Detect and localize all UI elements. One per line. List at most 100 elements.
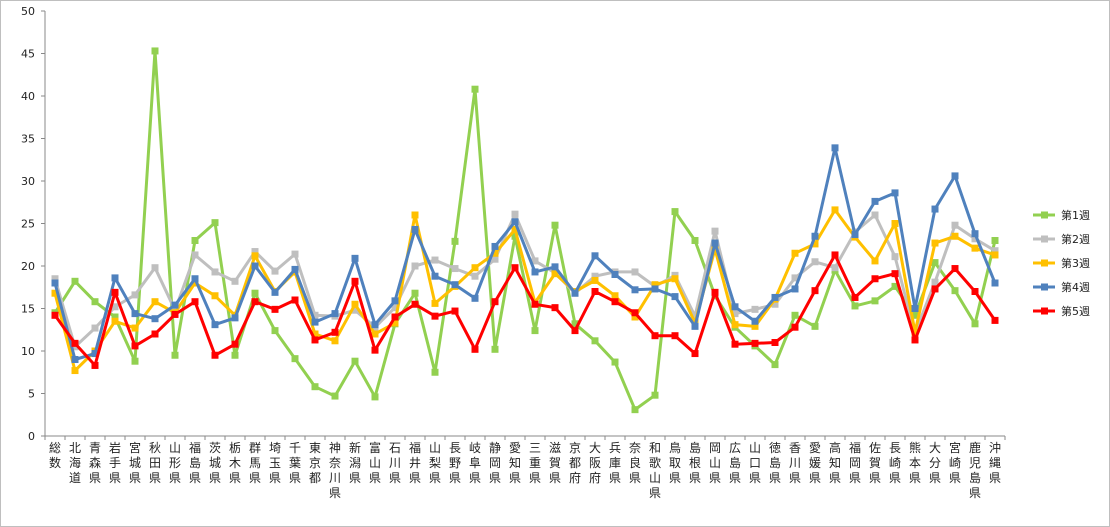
x-tick-label: 岩手県	[109, 440, 121, 485]
x-tick-label: 富山県	[369, 440, 381, 485]
data-point	[471, 264, 479, 272]
data-point	[891, 270, 899, 278]
data-point	[931, 259, 939, 267]
data-point	[911, 336, 919, 344]
data-point	[831, 206, 839, 214]
data-point	[931, 239, 939, 247]
data-point	[511, 225, 519, 233]
data-point	[871, 257, 879, 265]
x-tick-label: 宮城県	[129, 440, 141, 485]
x-tick-label: 埼玉県	[269, 441, 281, 485]
data-point	[411, 211, 419, 219]
data-point	[131, 324, 139, 332]
data-point	[891, 253, 899, 261]
y-axis: 0 5 10 15 20 25 30 35 40 45 50	[21, 5, 46, 443]
data-point	[971, 235, 979, 243]
data-point	[851, 293, 859, 301]
data-point	[331, 337, 339, 345]
data-point	[591, 272, 599, 280]
data-point	[691, 350, 699, 358]
x-tick-label: 愛媛県	[809, 441, 821, 485]
data-point	[431, 312, 439, 320]
data-point	[511, 210, 519, 218]
x-tick-label: 青森県	[89, 441, 101, 485]
data-point	[591, 276, 599, 284]
data-point	[791, 311, 799, 319]
x-tick-label: 奈良県	[629, 441, 641, 485]
data-point	[391, 304, 399, 312]
data-point	[71, 367, 79, 375]
data-point	[411, 300, 419, 308]
x-tick-label: 高知県	[829, 440, 841, 485]
data-point	[351, 300, 359, 308]
data-point	[491, 298, 499, 306]
data-point	[291, 355, 299, 363]
data-point	[971, 288, 979, 295]
data-point	[251, 262, 259, 270]
data-point	[991, 247, 999, 255]
data-point	[231, 277, 239, 285]
data-point	[811, 232, 819, 240]
legend-label: 第1週	[1061, 208, 1090, 222]
data-point	[551, 221, 559, 229]
data-point	[71, 277, 79, 285]
x-tick-label: 長崎県	[889, 441, 901, 485]
data-point	[871, 297, 879, 305]
x-tick-label: 大分県	[929, 441, 941, 485]
data-point	[211, 268, 219, 276]
data-point	[951, 172, 959, 180]
legend-label: 第4週	[1061, 280, 1090, 294]
x-tick-label: 長野県	[449, 441, 461, 485]
data-point	[831, 264, 839, 272]
x-tick-label: 秋田県	[149, 441, 161, 485]
data-point	[651, 391, 659, 399]
y-tick-label: 50	[21, 5, 35, 18]
data-point	[331, 310, 339, 318]
data-point	[691, 322, 699, 330]
x-tick-label: 東京都	[309, 441, 321, 485]
data-point	[751, 317, 759, 325]
legend-marker	[1041, 283, 1048, 291]
data-point	[331, 328, 339, 336]
data-point	[891, 220, 899, 227]
data-point	[211, 351, 219, 359]
x-tick-label: 神奈川県	[329, 441, 341, 500]
data-point	[111, 313, 119, 321]
legend-item: 第3週	[1033, 256, 1090, 270]
data-point	[611, 358, 619, 366]
data-point	[471, 85, 479, 93]
data-point	[631, 309, 639, 317]
legend-label: 第2週	[1061, 232, 1090, 246]
data-point	[511, 232, 519, 240]
legend-marker	[1041, 211, 1048, 219]
data-point	[811, 258, 819, 266]
y-tick-label: 30	[21, 175, 35, 188]
data-point	[791, 285, 799, 293]
data-point	[911, 328, 919, 336]
data-point	[951, 287, 959, 295]
data-point	[571, 320, 579, 328]
data-point	[151, 264, 159, 272]
x-tick-label: 宮崎県	[949, 440, 961, 485]
x-tick-label: 総数	[49, 441, 61, 470]
series-layer	[51, 47, 999, 414]
data-point	[631, 313, 639, 321]
data-point	[131, 310, 139, 318]
data-point	[451, 265, 459, 273]
data-point	[191, 279, 199, 287]
data-point	[611, 271, 619, 278]
data-point	[351, 254, 359, 262]
data-point	[851, 302, 859, 310]
data-point	[611, 298, 619, 306]
data-point	[531, 268, 539, 276]
data-point	[971, 230, 979, 238]
data-point	[951, 265, 959, 273]
x-tick-label: 石川県	[389, 441, 401, 485]
data-point	[431, 299, 439, 307]
x-tick-label: 和歌山県	[649, 441, 661, 500]
data-point	[51, 275, 59, 283]
data-point	[211, 292, 219, 300]
data-point	[151, 330, 159, 338]
